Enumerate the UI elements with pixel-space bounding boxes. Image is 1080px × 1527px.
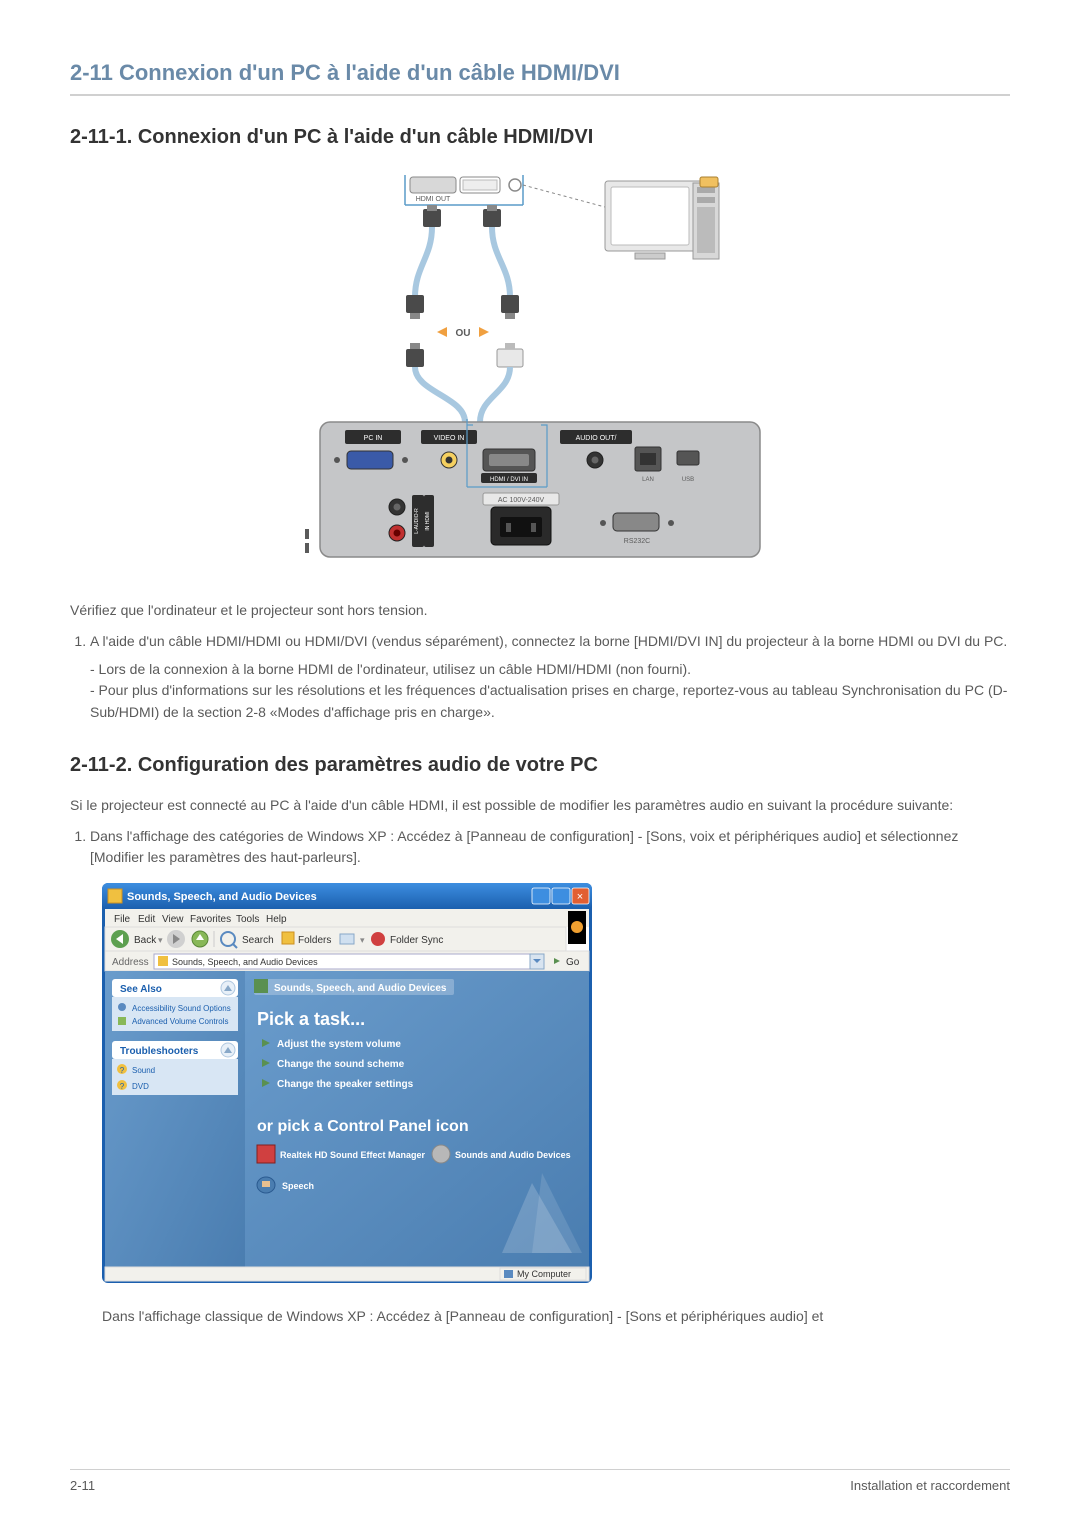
category-header: Sounds, Speech, and Audio Devices [274, 983, 447, 994]
volume-icon [118, 1017, 126, 1025]
ou-label: OU [456, 328, 471, 339]
foldersync-icon [371, 932, 385, 946]
or-pick-header: or pick a Control Panel icon [257, 1118, 469, 1135]
footer-left: 2-11 [70, 1478, 95, 1493]
section-heading-text: Connexion d'un PC à l'aide d'un câble HD… [119, 60, 620, 85]
menu-edit: Edit [138, 914, 155, 925]
arrow-right-icon [479, 327, 489, 337]
pc-in-label: PC IN [364, 435, 383, 442]
hdmi-cable-left [406, 205, 465, 422]
audio-out-label: AUDIO OUT/ [576, 435, 617, 442]
rs232c-label: RS232C [624, 538, 650, 545]
troubleshooter-item-0: Sound [132, 1066, 155, 1075]
category-icon [254, 979, 268, 993]
svg-text:?: ? [120, 1066, 125, 1075]
search-label: Search [242, 935, 274, 946]
sub2-steps: Dans l'affichage des catégories de Windo… [70, 826, 1010, 869]
video-in-label: VIDEO IN [434, 435, 465, 442]
cp-icon-1: Sounds and Audio Devices [455, 1150, 571, 1160]
subsection-2-text: Configuration des paramètres audio de vo… [138, 754, 598, 776]
menu-file: File [114, 914, 131, 925]
realtek-icon [257, 1145, 275, 1163]
folders-label: Folders [298, 935, 331, 946]
foldersync-label: Folder Sync [390, 935, 443, 946]
page-footer: 2-11 Installation et raccordement [70, 1469, 1010, 1493]
troubleshooter-item-1: DVD [132, 1082, 149, 1091]
section-title: 2-11 Connexion d'un PC à l'aide d'un câb… [70, 60, 1010, 96]
task-1: Change the sound scheme [277, 1059, 405, 1070]
task-2: Change the speaker settings [277, 1079, 414, 1090]
troubleshooters-header: Troubleshooters [120, 1046, 199, 1057]
lan-label: LAN [642, 477, 654, 483]
hdmi-dvi-in-label: HDMI / DVI IN [490, 477, 528, 483]
svg-text:×: × [577, 891, 583, 903]
task-0: Adjust the system volume [277, 1039, 401, 1050]
go-label: Go [566, 957, 580, 968]
menu-tools: Tools [236, 914, 259, 925]
pick-task-header: Pick a task... [257, 1009, 365, 1029]
sub1-step-1: A l'aide d'un câble HDMI/HDMI ou HDMI/DV… [90, 631, 1010, 724]
l-audio-r-label: L-AUDIO-R [414, 508, 420, 534]
footer-right: Installation et raccordement [850, 1478, 1010, 1493]
connection-diagram: HDMI OUT [70, 167, 1010, 572]
cp-icon-0: Realtek HD Sound Effect Manager [280, 1150, 426, 1160]
dvi-cable-right [480, 205, 523, 422]
usb-label: USB [682, 477, 694, 483]
accessibility-icon [118, 1003, 126, 1011]
subsection-1-text: Connexion d'un PC à l'aide d'un câble HD… [138, 126, 593, 148]
status-bar: My Computer [517, 1269, 571, 1279]
sub1-step1-note2: - Pour plus d'informations sur les résol… [90, 680, 1010, 723]
subsection-1-title: 2-11-1. Connexion d'un PC à l'aide d'un … [70, 126, 1010, 149]
sub1-intro: Vérifiez que l'ordinateur et le projecte… [70, 600, 1010, 621]
my-computer-icon [504, 1270, 513, 1278]
menu-view: View [162, 914, 184, 925]
hdmi-out-label: HDMI OUT [416, 196, 451, 203]
svg-text:▾: ▾ [360, 935, 365, 945]
window-title: Sounds, Speech, and Audio Devices [127, 891, 317, 903]
svg-text:▾: ▾ [158, 935, 163, 945]
sub1-step1-note1: - Lors de la connexion à la borne HDMI d… [90, 659, 1010, 681]
xp-screenshot: Sounds, Speech, and Audio Devices × File… [102, 883, 1010, 1288]
see-also-item-1: Advanced Volume Controls [132, 1017, 229, 1026]
in-hdmi-label: IN HDMI [425, 511, 431, 530]
menu-favorites: Favorites [190, 914, 231, 925]
subsection-1-number: 2-11-1. [70, 126, 132, 148]
svg-text:?: ? [120, 1082, 125, 1091]
sub1-step1-main: A l'aide d'un câble HDMI/HDMI ou HDMI/DV… [90, 633, 1007, 649]
address-value: Sounds, Speech, and Audio Devices [172, 957, 318, 967]
address-label: Address [112, 957, 149, 968]
cp-icon-2: Speech [282, 1181, 314, 1191]
sub2-after-image: Dans l'affichage classique de Windows XP… [102, 1306, 1010, 1328]
see-also-item-0: Accessibility Sound Options [132, 1004, 231, 1013]
menu-help: Help [266, 914, 287, 925]
see-also-header: See Also [120, 984, 162, 995]
sub2-step-1: Dans l'affichage des catégories de Windo… [90, 826, 1010, 869]
subsection-2-number: 2-11-2. [70, 754, 132, 776]
ac-label: AC 100V-240V [498, 497, 545, 504]
folders-icon [282, 932, 294, 944]
arrow-left-icon [437, 327, 447, 337]
sub2-intro: Si le projecteur est connecté au PC à l'… [70, 795, 1010, 816]
views-icon [340, 934, 354, 944]
sounds-devices-icon [432, 1145, 450, 1163]
subsection-2-title: 2-11-2. Configuration des paramètres aud… [70, 754, 1010, 777]
sub1-steps: A l'aide d'un câble HDMI/HDMI ou HDMI/DV… [70, 631, 1010, 724]
back-label: Back [134, 935, 157, 946]
section-number: 2-11 [70, 60, 113, 85]
